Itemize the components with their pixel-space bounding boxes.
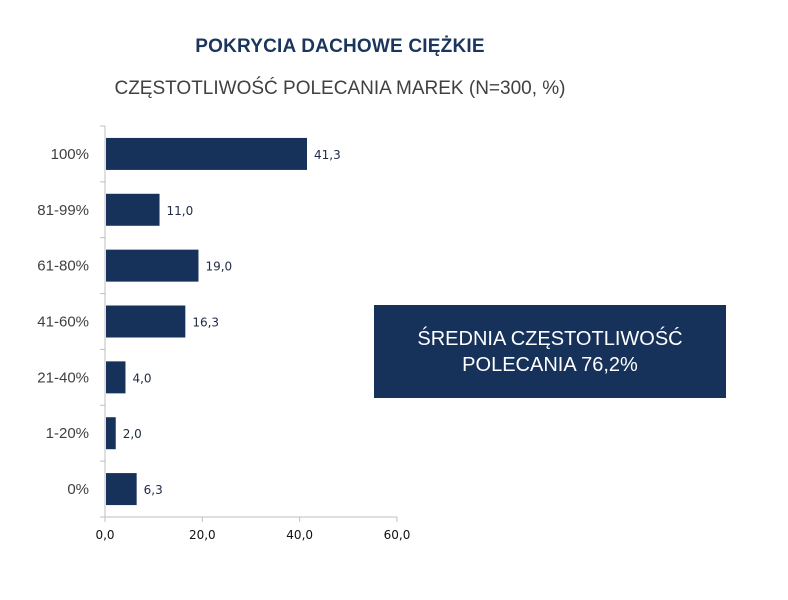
bar	[106, 361, 126, 394]
data-label: 11,0	[167, 204, 194, 218]
bar	[106, 305, 186, 338]
callout-line-2: POLECANIA 76,2%	[462, 353, 638, 376]
category-label: 100%	[51, 146, 89, 163]
data-label: 6,3	[144, 483, 163, 497]
bar	[106, 417, 116, 450]
category-label: 81-99%	[37, 202, 89, 219]
x-tick-label: 40,0	[286, 528, 313, 542]
callout-line-1: ŚREDNIA CZĘSTOTLIWOŚĆ	[417, 327, 683, 350]
category-label: 0%	[67, 481, 89, 498]
category-label: 1-20%	[46, 425, 89, 442]
category-label: 21-40%	[37, 369, 89, 386]
data-label: 41,3	[314, 148, 341, 162]
category-label: 61-80%	[37, 258, 89, 275]
data-label: 16,3	[192, 316, 219, 330]
data-label: 4,0	[132, 371, 151, 385]
bar	[106, 137, 307, 170]
bar	[106, 249, 199, 282]
chart-title: POKRYCIA DACHOWE CIĘŻKIE	[195, 36, 485, 57]
x-tick-label: 60,0	[384, 528, 411, 542]
chart-subtitle: CZĘSTOTLIWOŚĆ POLECANIA MAREK (N=300, %)	[114, 78, 566, 99]
category-label: 41-60%	[37, 314, 89, 331]
x-tick-label: 20,0	[189, 528, 216, 542]
bar	[106, 193, 160, 226]
data-label: 19,0	[205, 260, 232, 274]
x-tick-label: 0,0	[95, 528, 114, 542]
average-callout: ŚREDNIA CZĘSTOTLIWOŚĆ POLECANIA 76,2%	[374, 305, 726, 398]
data-label: 2,0	[123, 427, 142, 441]
bar	[106, 473, 137, 506]
